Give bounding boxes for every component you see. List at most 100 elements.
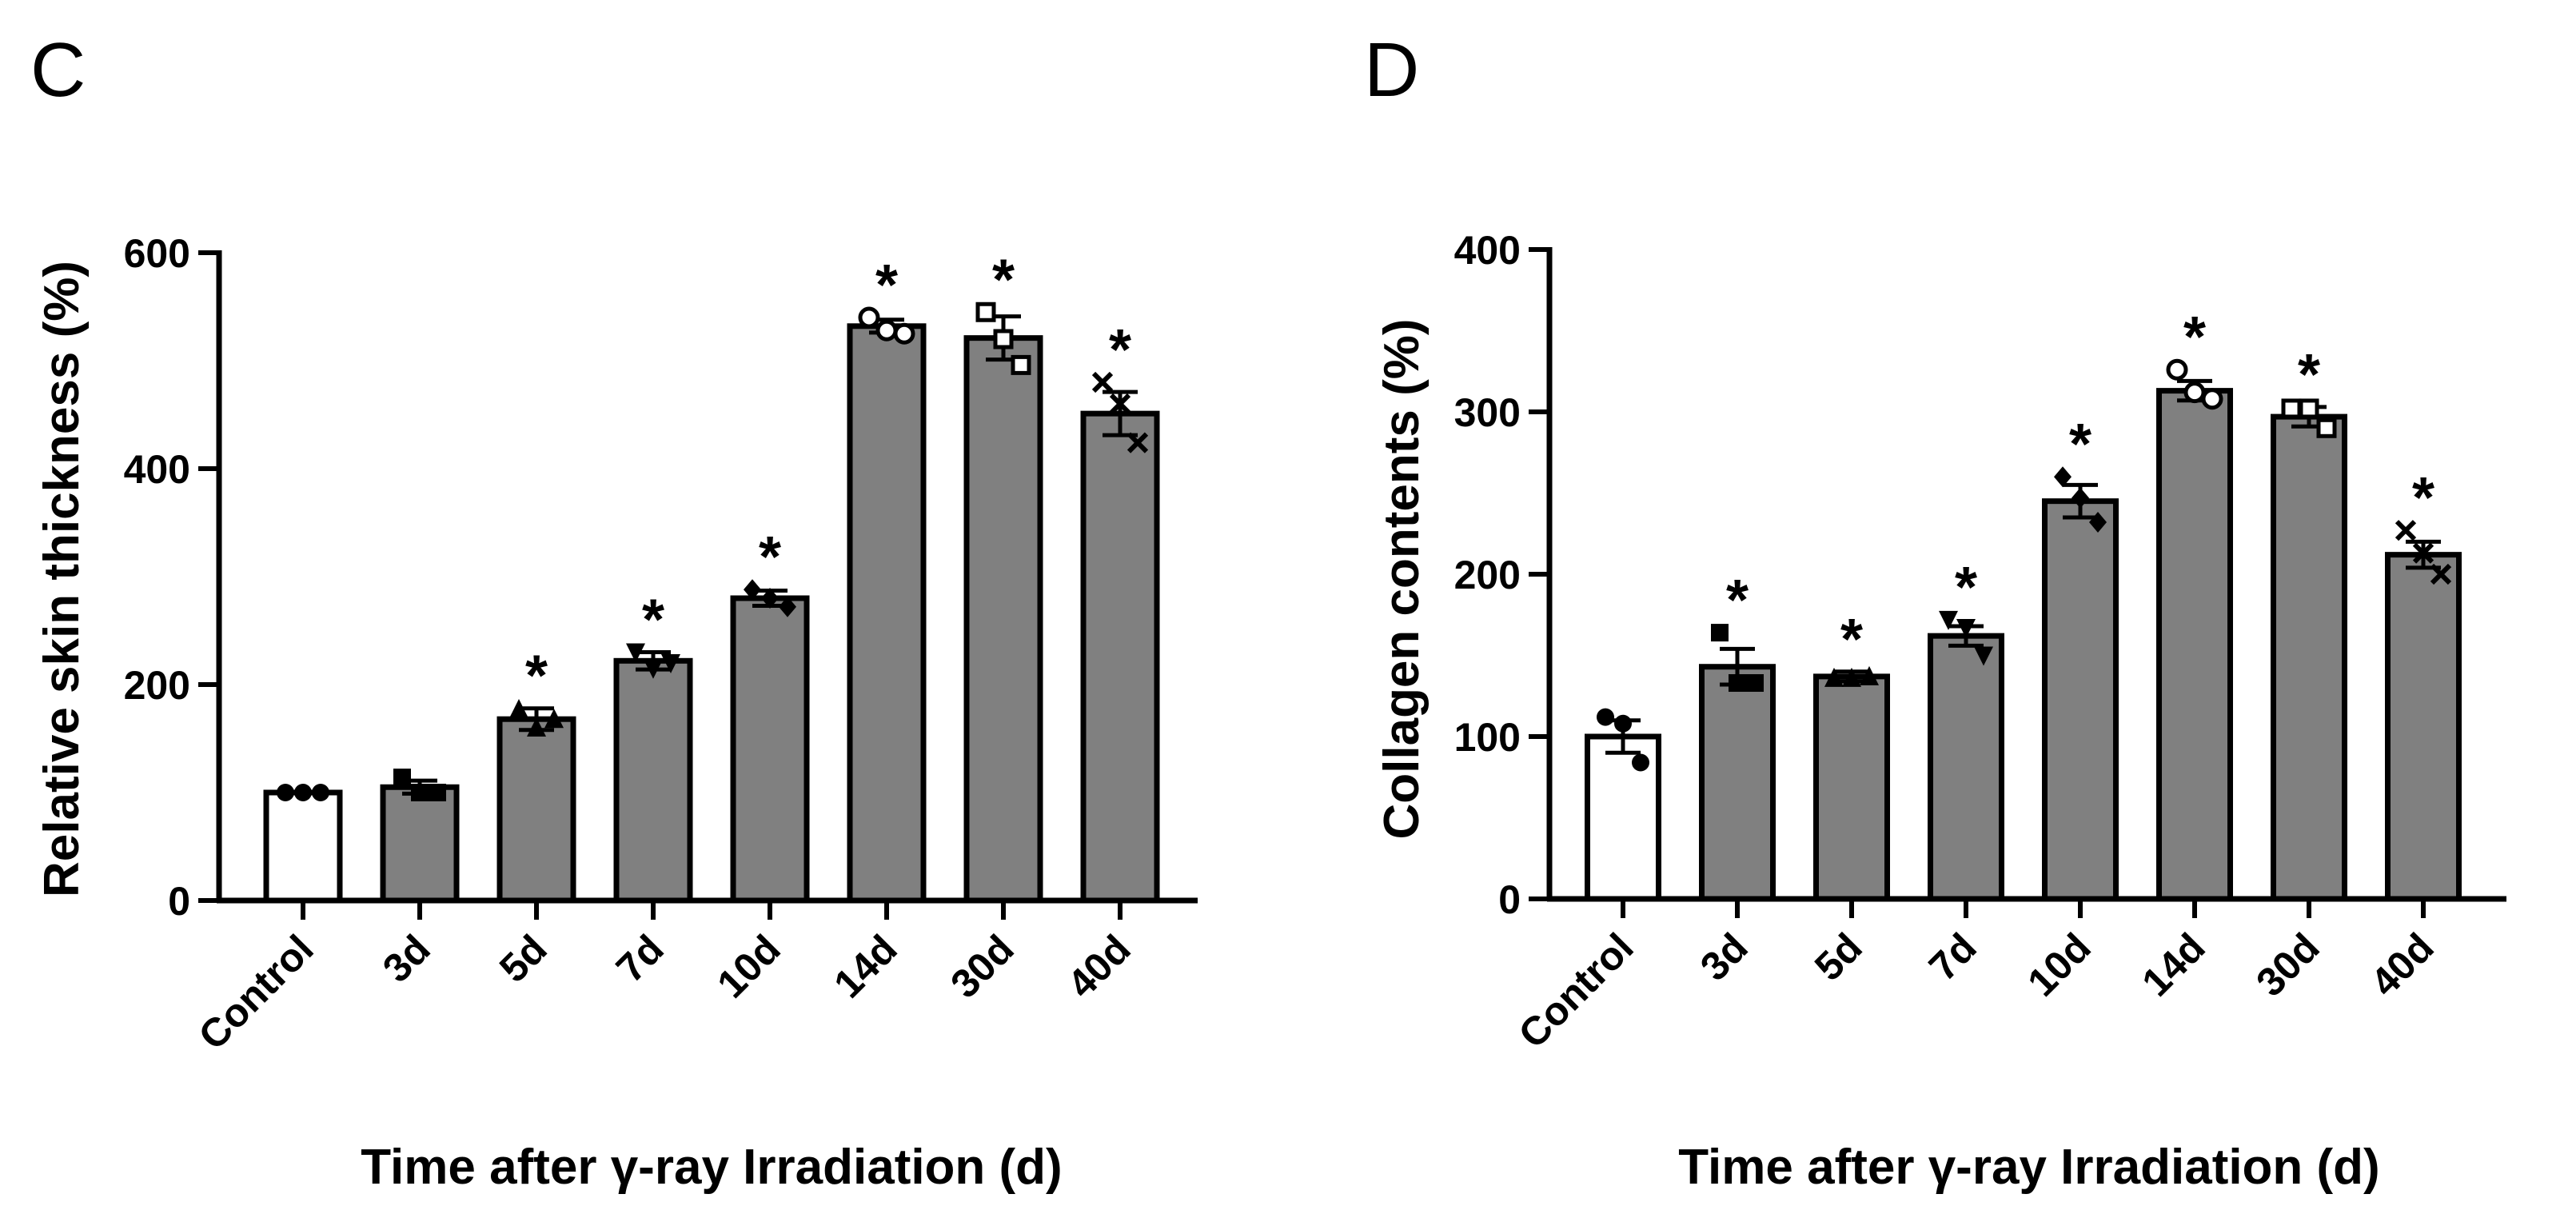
panel-c-plot-area: 0 200 400 600 Control 3d * 5d * 7d * 10d * 14d * 30d * 40… bbox=[124, 231, 1198, 1058]
panel-c-point-30d bbox=[993, 329, 1014, 349]
panel-c-bar-control bbox=[263, 789, 343, 904]
panel-d-point-40d bbox=[2412, 542, 2434, 564]
panel-c-x-tick-label: 40d bbox=[1059, 926, 1139, 1007]
panel-d-y-tick-label: 200 bbox=[1454, 553, 1521, 597]
panel-d-point-40d bbox=[2395, 520, 2417, 541]
panel-c-point-40d bbox=[1109, 393, 1131, 415]
panel-d-significance-40d: * bbox=[2412, 466, 2434, 530]
panel-d-bar-5d bbox=[1813, 673, 1890, 902]
panel-c-x-axis-title: Time after γ-ray Irradiation (d) bbox=[361, 1140, 1062, 1195]
panel-c-point-3d bbox=[429, 784, 446, 801]
panel-d-y-tick-label: 400 bbox=[1454, 228, 1521, 273]
panel-c-x-tick-label: 7d bbox=[608, 926, 672, 991]
panel-d-point-3d bbox=[1746, 674, 1764, 693]
panel-c-y-axis-title: Relative skin thickness (%) bbox=[34, 261, 90, 897]
panel-c-point-3d bbox=[393, 769, 411, 787]
panel-c-point-3d bbox=[411, 784, 429, 801]
panel-c-x-tick-label: 5d bbox=[491, 926, 556, 991]
panel-c-significance-7d: * bbox=[642, 589, 664, 653]
panel-d-point-40d-stroke-b bbox=[2430, 563, 2452, 585]
panel-d-point-10d bbox=[2072, 487, 2089, 509]
panel-c-point-40d-stroke-b bbox=[1091, 371, 1114, 393]
panel-d-point-7d bbox=[1939, 610, 1958, 630]
panel-c-significance-30d: * bbox=[992, 248, 1015, 312]
panel-d-bar-3d bbox=[1699, 664, 1776, 902]
panel-d-significance-30d: * bbox=[2298, 343, 2320, 407]
panel-d-point-14d bbox=[2201, 388, 2223, 410]
panel-d-x-axis-title: Time after γ-ray Irradiation (d) bbox=[1678, 1140, 2379, 1195]
panel-c-point-5d bbox=[527, 717, 546, 737]
panel-d-x-tick-label: 5d bbox=[1806, 924, 1871, 989]
panel-c-y-tick-label: 200 bbox=[124, 663, 190, 708]
panel-d-x-tick-label: 10d bbox=[2019, 924, 2099, 1005]
panel-d-point-40d-stroke-b bbox=[2395, 520, 2417, 541]
panel-c-point-14d bbox=[858, 306, 880, 329]
panel-c-point-40d-stroke-b bbox=[1127, 432, 1149, 453]
panel-c-significance-40d: * bbox=[1109, 318, 1131, 382]
panel-d-y-tick-label: 0 bbox=[1498, 877, 1521, 922]
panel-c-point-control bbox=[312, 784, 329, 801]
panel-c-bar-5d bbox=[496, 716, 576, 904]
panel-d-bar-30d bbox=[2271, 413, 2347, 902]
panel-c-x-tick-label: Control bbox=[190, 926, 322, 1058]
panel-c-significance-10d: * bbox=[759, 525, 781, 589]
panel-c-point-40d bbox=[1091, 371, 1114, 393]
panel-d-point-40d bbox=[2430, 563, 2452, 585]
panel-d-x-tick-label: 14d bbox=[2133, 924, 2214, 1005]
panel-d-point-10d bbox=[2054, 466, 2072, 488]
panel-d-point-control bbox=[1597, 708, 1614, 726]
panel-c-significance-5d: * bbox=[525, 645, 548, 709]
panel-d-letter: D bbox=[1364, 27, 1419, 113]
panel-d-x-tick-label: 30d bbox=[2247, 924, 2328, 1005]
panel-d-point-7d bbox=[1956, 618, 1976, 638]
panel-d-significance-14d: * bbox=[2183, 306, 2206, 369]
panel-d-bar-10d bbox=[2042, 498, 2119, 902]
panel-d-y-tick-label: 300 bbox=[1454, 390, 1521, 435]
panel-d: D Collagen contents (%) Time after γ-ray… bbox=[1364, 27, 2506, 1195]
panel-d-point-40d-stroke-b bbox=[2412, 542, 2434, 564]
panel-c-point-30d bbox=[975, 302, 996, 322]
panel-c-point-7d bbox=[661, 654, 680, 673]
panel-c-bar-3d bbox=[380, 784, 460, 904]
panel-c-point-5d bbox=[509, 699, 528, 719]
panel-d-point-14d bbox=[2166, 358, 2188, 381]
panel-c-letter: C bbox=[30, 27, 86, 113]
panel-d-point-control bbox=[1632, 753, 1649, 772]
panel-c-point-14d bbox=[893, 322, 915, 345]
panel-d-point-30d bbox=[2316, 417, 2337, 438]
panel-d-x-tick-label: 7d bbox=[1920, 924, 1985, 989]
panel-c-y-tick-label: 600 bbox=[124, 231, 190, 276]
panel-d-point-10d bbox=[2089, 512, 2107, 533]
panel-c-point-30d bbox=[1011, 354, 1031, 375]
panel-d-x-tick-label: 3d bbox=[1692, 924, 1757, 989]
panel-c-y-tick-label: 0 bbox=[168, 879, 190, 924]
panel-d-plot-area: 0 100 200 300 400 Control * 3d * 5d * 7d * 10d * 14d * 30… bbox=[1454, 228, 2506, 1056]
panel-c-point-10d bbox=[744, 579, 761, 601]
panel-c-point-40d-stroke-b bbox=[1109, 393, 1131, 415]
panel-d-point-7d bbox=[1974, 646, 1993, 666]
panel-c-bar-14d bbox=[847, 323, 927, 904]
panel-c-x-tick-label: 14d bbox=[825, 926, 906, 1007]
panel-d-significance-5d: * bbox=[1840, 608, 1863, 672]
panel-c-point-7d bbox=[626, 643, 645, 663]
panel-d-point-3d bbox=[1729, 674, 1746, 693]
panel-d-point-3d bbox=[1711, 624, 1729, 642]
panel-c-y-tick-label: 400 bbox=[124, 447, 190, 492]
panel-d-bar-40d bbox=[2385, 552, 2462, 902]
panel-d-x-tick-label: 40d bbox=[2362, 924, 2442, 1005]
panel-d-point-30d bbox=[2299, 398, 2319, 419]
panel-c-point-control bbox=[294, 784, 312, 801]
panel-c-x-tick-label: 3d bbox=[374, 926, 439, 991]
panel-d-significance-7d: * bbox=[1955, 556, 1977, 620]
panel-c-point-5d bbox=[544, 709, 564, 729]
panel-c-point-10d bbox=[761, 588, 779, 609]
panel-d-point-5d bbox=[1860, 665, 1879, 685]
panel-c-point-14d bbox=[875, 319, 898, 341]
panel-d-point-control bbox=[1614, 714, 1632, 733]
panel-d-significance-3d: * bbox=[1726, 569, 1749, 633]
panel-c-bar-40d bbox=[1080, 410, 1160, 904]
panel-c-bar-30d bbox=[963, 335, 1043, 904]
panel-c-x-tick-label: 10d bbox=[708, 926, 789, 1007]
panel-d-point-5d bbox=[1824, 667, 1844, 687]
panel-c-point-10d bbox=[779, 596, 796, 617]
